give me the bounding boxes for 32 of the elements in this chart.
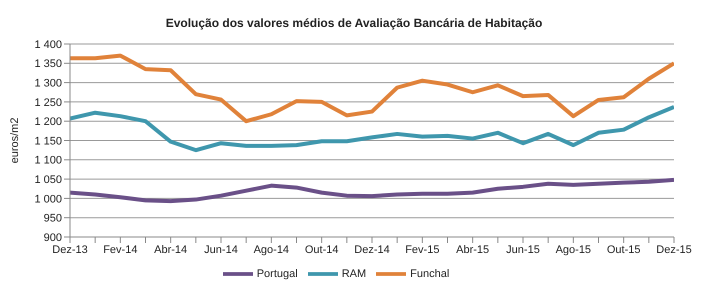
x-tick-label: Fev-14 (103, 244, 138, 256)
line-series (70, 104, 674, 152)
x-tick-label: Abr-15 (456, 244, 490, 256)
x-tick-label: Dez-14 (354, 244, 390, 256)
x-tick-label: Dez-13 (52, 244, 88, 256)
y-axis-title: euros/m2 (8, 118, 21, 164)
y-tick-label: 1 300 (34, 78, 62, 90)
line-series (70, 178, 674, 204)
y-tick-label: 1 000 (34, 193, 62, 206)
x-tick-label: Out-14 (304, 244, 338, 256)
y-tick-label: 950 (44, 212, 62, 225)
y-tick-label: 1 250 (34, 96, 62, 109)
x-tick-label: Abr-14 (154, 244, 188, 256)
line-series (70, 54, 674, 124)
x-tick-label: Ago-15 (556, 244, 592, 256)
x-tick-label: Dez-15 (656, 244, 692, 256)
legend-label: Portugal (256, 268, 298, 280)
x-tick-label: Out-15 (606, 244, 640, 256)
y-tick-label: 1 400 (34, 38, 62, 51)
chart-title: Evolução dos valores médios de Avaliação Bancária de Habitação (164, 15, 544, 32)
y-tick-label: 1 350 (34, 58, 62, 70)
legend-label: RAM (342, 268, 366, 280)
x-tick-label: Jun-15 (506, 244, 540, 256)
y-tick-label: 1 200 (34, 116, 62, 128)
y-tick-label: 1 100 (34, 154, 62, 167)
x-tick-label: Jun-14 (204, 244, 238, 256)
legend-label: Funchal (410, 268, 450, 280)
y-tick-label: 900 (44, 232, 62, 244)
x-tick-label: Fev-15 (405, 244, 440, 256)
x-tick-label: Ago-14 (254, 244, 290, 256)
y-tick-label: 1 050 (34, 174, 62, 186)
y-tick-label: 1 150 (34, 135, 62, 148)
